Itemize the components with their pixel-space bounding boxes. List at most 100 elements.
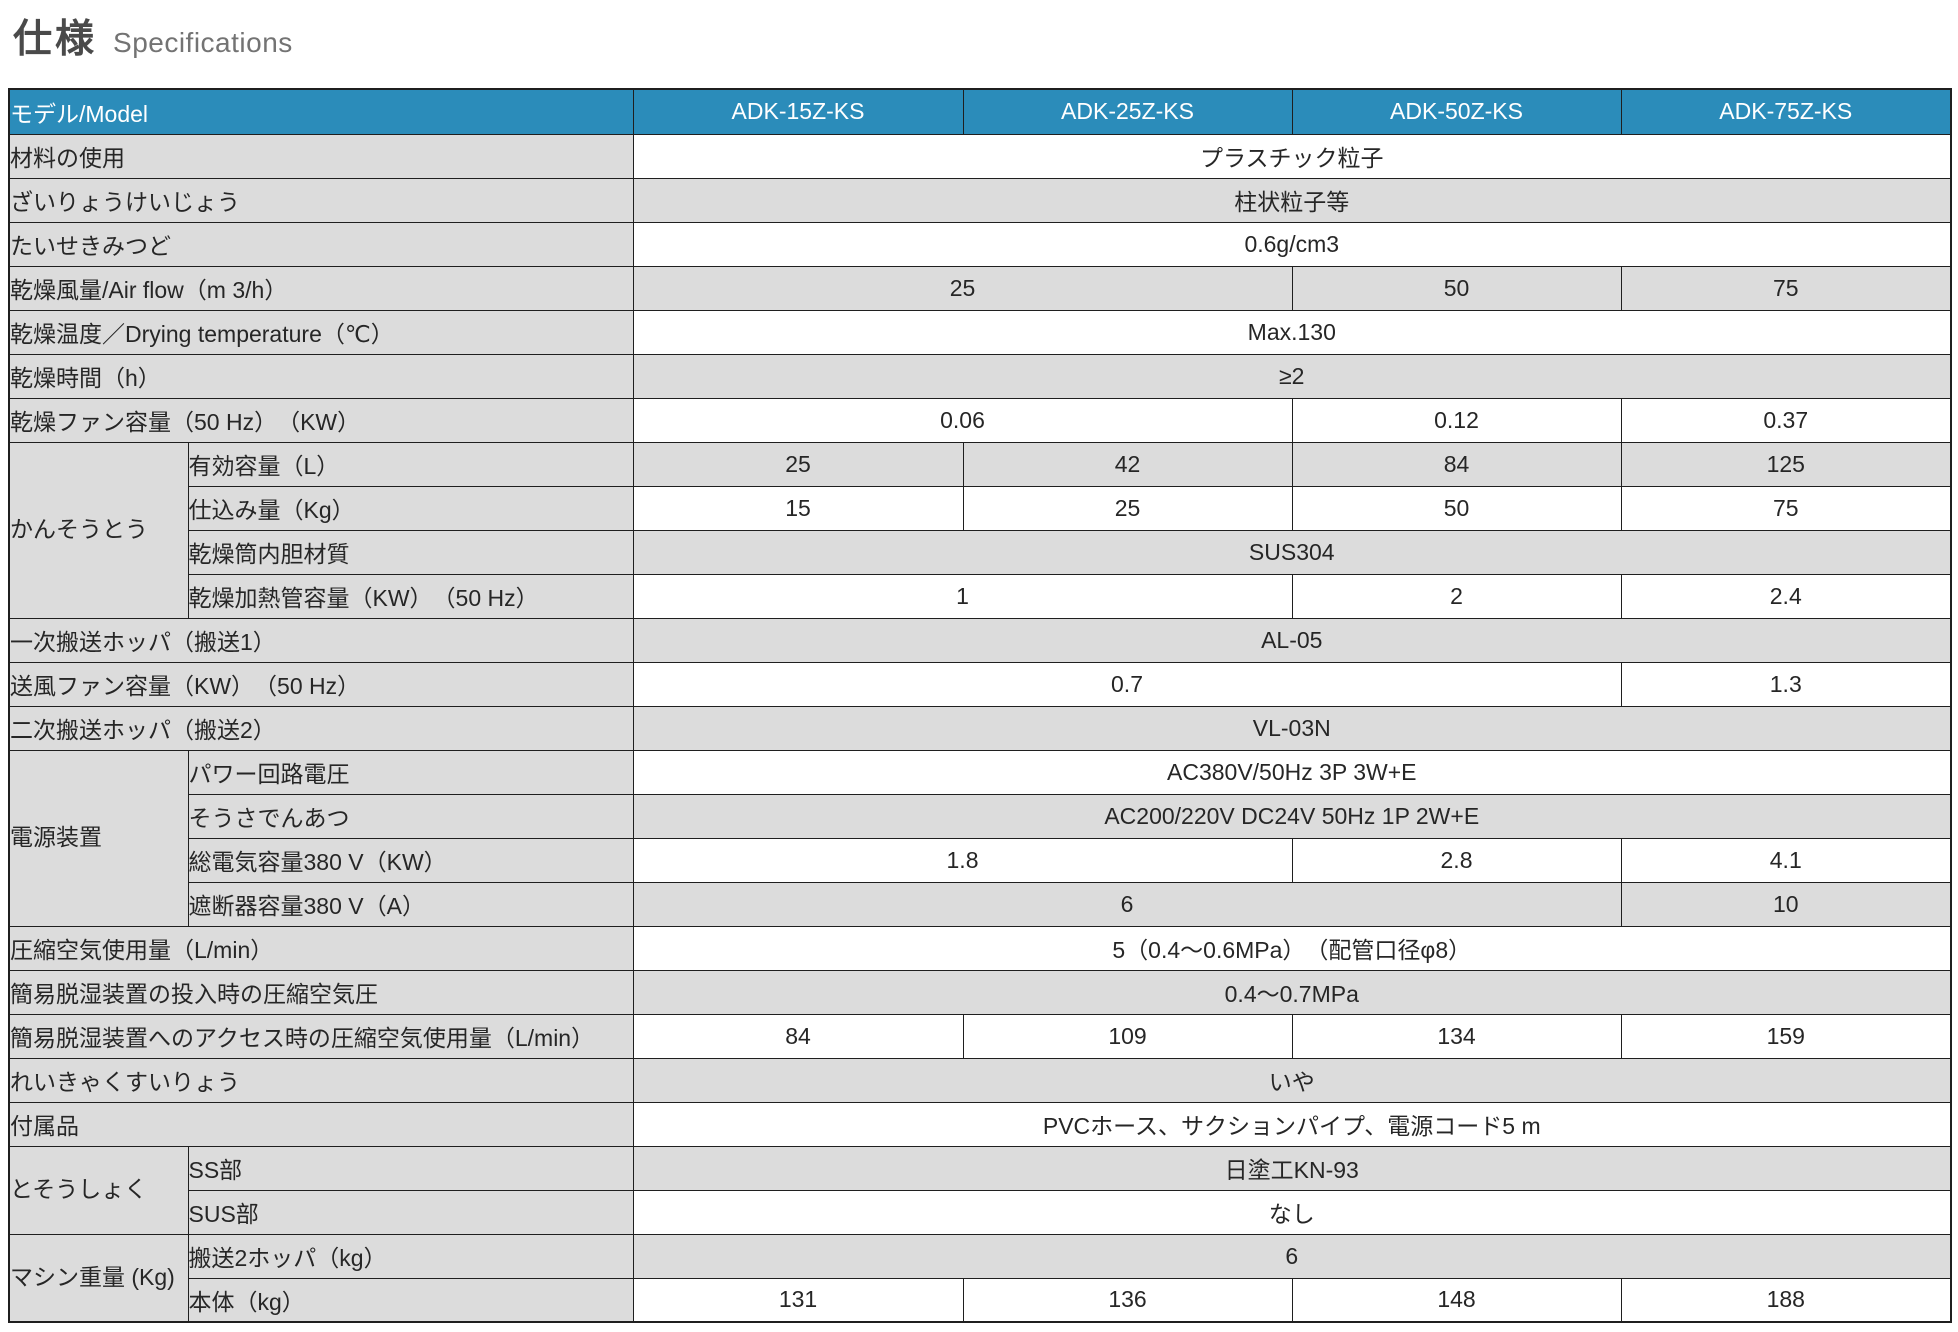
value-cell: 0.4～0.7MPa: [632, 969, 1952, 1015]
row-label-cell: パワー回路電圧: [187, 749, 634, 795]
row-label-cell: 簡易脱湿装置の投入時の圧縮空気圧: [8, 969, 634, 1015]
value-cell: 0.12: [1291, 397, 1622, 443]
row-label-cell: 本体（kg）: [187, 1277, 634, 1323]
value-cell: 136: [962, 1277, 1293, 1323]
table-row: かんそうとう 有効容量（L） 25 42 84 125: [8, 441, 1952, 619]
value-cell: 6: [632, 1233, 1952, 1279]
row-label-cell: 乾燥加熱管容量（KW） （50 Hz）: [187, 573, 634, 619]
value-cell: 131: [632, 1277, 964, 1323]
table-row: 一次搬送ホッパ（搬送1） AL-05: [8, 617, 1952, 663]
value-cell: 125: [1620, 441, 1952, 487]
row-label-cell: たいせきみつど: [8, 221, 634, 267]
value-cell: 1: [632, 573, 1293, 619]
row-label-cell: 一次搬送ホッパ（搬送1）: [8, 617, 634, 663]
page-title: 仕様 Specifications: [13, 8, 293, 64]
header-cell-adk-75z-ks: ADK-75Z-KS: [1620, 88, 1952, 135]
value-cell: 134: [1291, 1013, 1622, 1059]
value-cell: 0.6g/cm3: [632, 221, 1952, 267]
group-label-cell: とそうしょく: [8, 1145, 189, 1235]
value-cell: 5（0.4～0.6MPa） （配管口径φ8）: [632, 925, 1952, 971]
table-row: 電源装置 パワー回路電圧 AC380V/50Hz 3P 3W+E: [8, 749, 1952, 927]
header-cell-adk-25z-ks: ADK-25Z-KS: [962, 88, 1293, 135]
table-row: 総電気容量380 V（KW） 1.8 2.8 4.1: [9, 837, 1952, 883]
table-row: 二次搬送ホッパ（搬送2） VL-03N: [8, 705, 1952, 751]
table-row: 仕込み量（Kg） 15 25 50 75: [9, 485, 1952, 531]
value-cell: AC200/220V DC24V 50Hz 1P 2W+E: [632, 793, 1952, 839]
table-row: 乾燥加熱管容量（KW） （50 Hz） 1 2 2.4: [9, 573, 1952, 619]
table-row: 本体（kg） 131 136 148 188: [9, 1277, 1952, 1323]
table-row: 簡易脱湿装置の投入時の圧縮空気圧 0.4～0.7MPa: [8, 969, 1952, 1015]
group-label-cell: かんそうとう: [8, 441, 189, 619]
row-label-cell: れいきゃくすいりょう: [8, 1057, 634, 1103]
row-label-cell: 乾燥筒内胆材質: [187, 529, 634, 575]
table-row: 遮断器容量380 V（A） 6 10: [9, 881, 1952, 927]
row-label-cell: 付属品: [8, 1101, 634, 1147]
table-row: 乾燥筒内胆材質 SUS304: [9, 529, 1952, 575]
table-row: そうさでんあつ AC200/220V DC24V 50Hz 1P 2W+E: [9, 793, 1952, 839]
table-row: れいきゃくすいりょう いや: [8, 1057, 1952, 1103]
value-cell: 2.4: [1620, 573, 1952, 619]
value-cell: 0.37: [1620, 397, 1952, 443]
table-body: 材料の使用 プラスチック粒子 ざいりょうけいじょう 柱状粒子等 たいせきみつど 0.6g/…: [8, 133, 1952, 1323]
value-cell: 84: [1291, 441, 1622, 487]
header-cell-model: モデル/Model: [8, 88, 634, 135]
value-cell: Max.130: [632, 309, 1952, 355]
value-cell: ≥2: [632, 353, 1952, 399]
value-cell: 25: [632, 441, 964, 487]
table-row: たいせきみつど 0.6g/cm3: [8, 221, 1952, 267]
page-title-en: Specifications: [113, 27, 293, 58]
value-cell: 25: [962, 485, 1293, 531]
group-label-cell: 電源装置: [8, 749, 189, 927]
value-cell: SUS304: [632, 529, 1952, 575]
value-cell: 159: [1620, 1013, 1952, 1059]
value-cell: 10: [1620, 881, 1952, 927]
header-cell-adk-50z-ks: ADK-50Z-KS: [1291, 88, 1622, 135]
value-cell: 4.1: [1620, 837, 1952, 883]
value-cell: 42: [962, 441, 1293, 487]
row-label-cell: 乾燥ファン容量（50 Hz） （KW）: [8, 397, 634, 443]
table-row: 付属品 PVCホース、サクションパイプ、電源コード5 m: [8, 1101, 1952, 1147]
value-cell: 109: [962, 1013, 1293, 1059]
value-cell: 1.8: [632, 837, 1293, 883]
value-cell: 188: [1620, 1277, 1952, 1323]
row-label-cell: SUS部: [187, 1189, 634, 1235]
table-row: マシン重量 (Kg) 搬送2ホッパ（kg） 6: [8, 1233, 1952, 1323]
value-cell: 50: [1291, 265, 1622, 311]
row-label-cell: 遮断器容量380 V（A）: [187, 881, 634, 927]
header-cell-adk-15z-ks: ADK-15Z-KS: [632, 88, 964, 135]
value-cell: 84: [632, 1013, 964, 1059]
table-row: 簡易脱湿装置へのアクセス時の圧縮空気使用量（L/min） 84 109 134 159: [8, 1013, 1952, 1059]
group-label-cell: マシン重量 (Kg): [8, 1233, 189, 1323]
value-cell: 日塗工KN-93: [632, 1145, 1952, 1191]
row-label-cell: ざいりょうけいじょう: [8, 177, 634, 223]
row-label-cell: 仕込み量（Kg）: [187, 485, 634, 531]
value-cell: プラスチック粒子: [632, 133, 1952, 179]
value-cell: 柱状粒子等: [632, 177, 1952, 223]
value-cell: 75: [1620, 485, 1952, 531]
value-cell: 2.8: [1291, 837, 1622, 883]
table-row: 乾燥ファン容量（50 Hz） （KW） 0.06 0.12 0.37: [8, 397, 1952, 443]
value-cell: 1.3: [1620, 661, 1952, 707]
value-cell: なし: [632, 1189, 1952, 1235]
specifications-table: モデル/Model ADK-15Z-KS ADK-25Z-KS ADK-50Z-…: [8, 88, 1953, 1323]
value-cell: 75: [1620, 265, 1952, 311]
table-row: 乾燥温度／Drying temperature（℃） Max.130: [8, 309, 1952, 355]
value-cell: 0.7: [632, 661, 1622, 707]
row-label-cell: 乾燥温度／Drying temperature（℃）: [8, 309, 634, 355]
table-row: 送風ファン容量（KW） （50 Hz） 0.7 1.3: [8, 661, 1952, 707]
row-label-cell: SS部: [187, 1145, 634, 1191]
value-cell: 6: [632, 881, 1622, 927]
row-label-cell: 圧縮空気使用量（L/min）: [8, 925, 634, 971]
table-row: 圧縮空気使用量（L/min） 5（0.4～0.6MPa） （配管口径φ8）: [8, 925, 1952, 971]
row-label-cell: 乾燥時間（h）: [8, 353, 634, 399]
row-label-cell: 搬送2ホッパ（kg）: [187, 1233, 634, 1279]
row-label-cell: 有効容量（L）: [187, 441, 634, 487]
value-cell: AC380V/50Hz 3P 3W+E: [632, 749, 1952, 795]
row-label-cell: 材料の使用: [8, 133, 634, 179]
table-row: 乾燥時間（h） ≥2: [8, 353, 1952, 399]
value-cell: 148: [1291, 1277, 1622, 1323]
value-cell: 2: [1291, 573, 1622, 619]
value-cell: 0.06: [632, 397, 1293, 443]
value-cell: いや: [632, 1057, 1952, 1103]
row-label-cell: 総電気容量380 V（KW）: [187, 837, 634, 883]
